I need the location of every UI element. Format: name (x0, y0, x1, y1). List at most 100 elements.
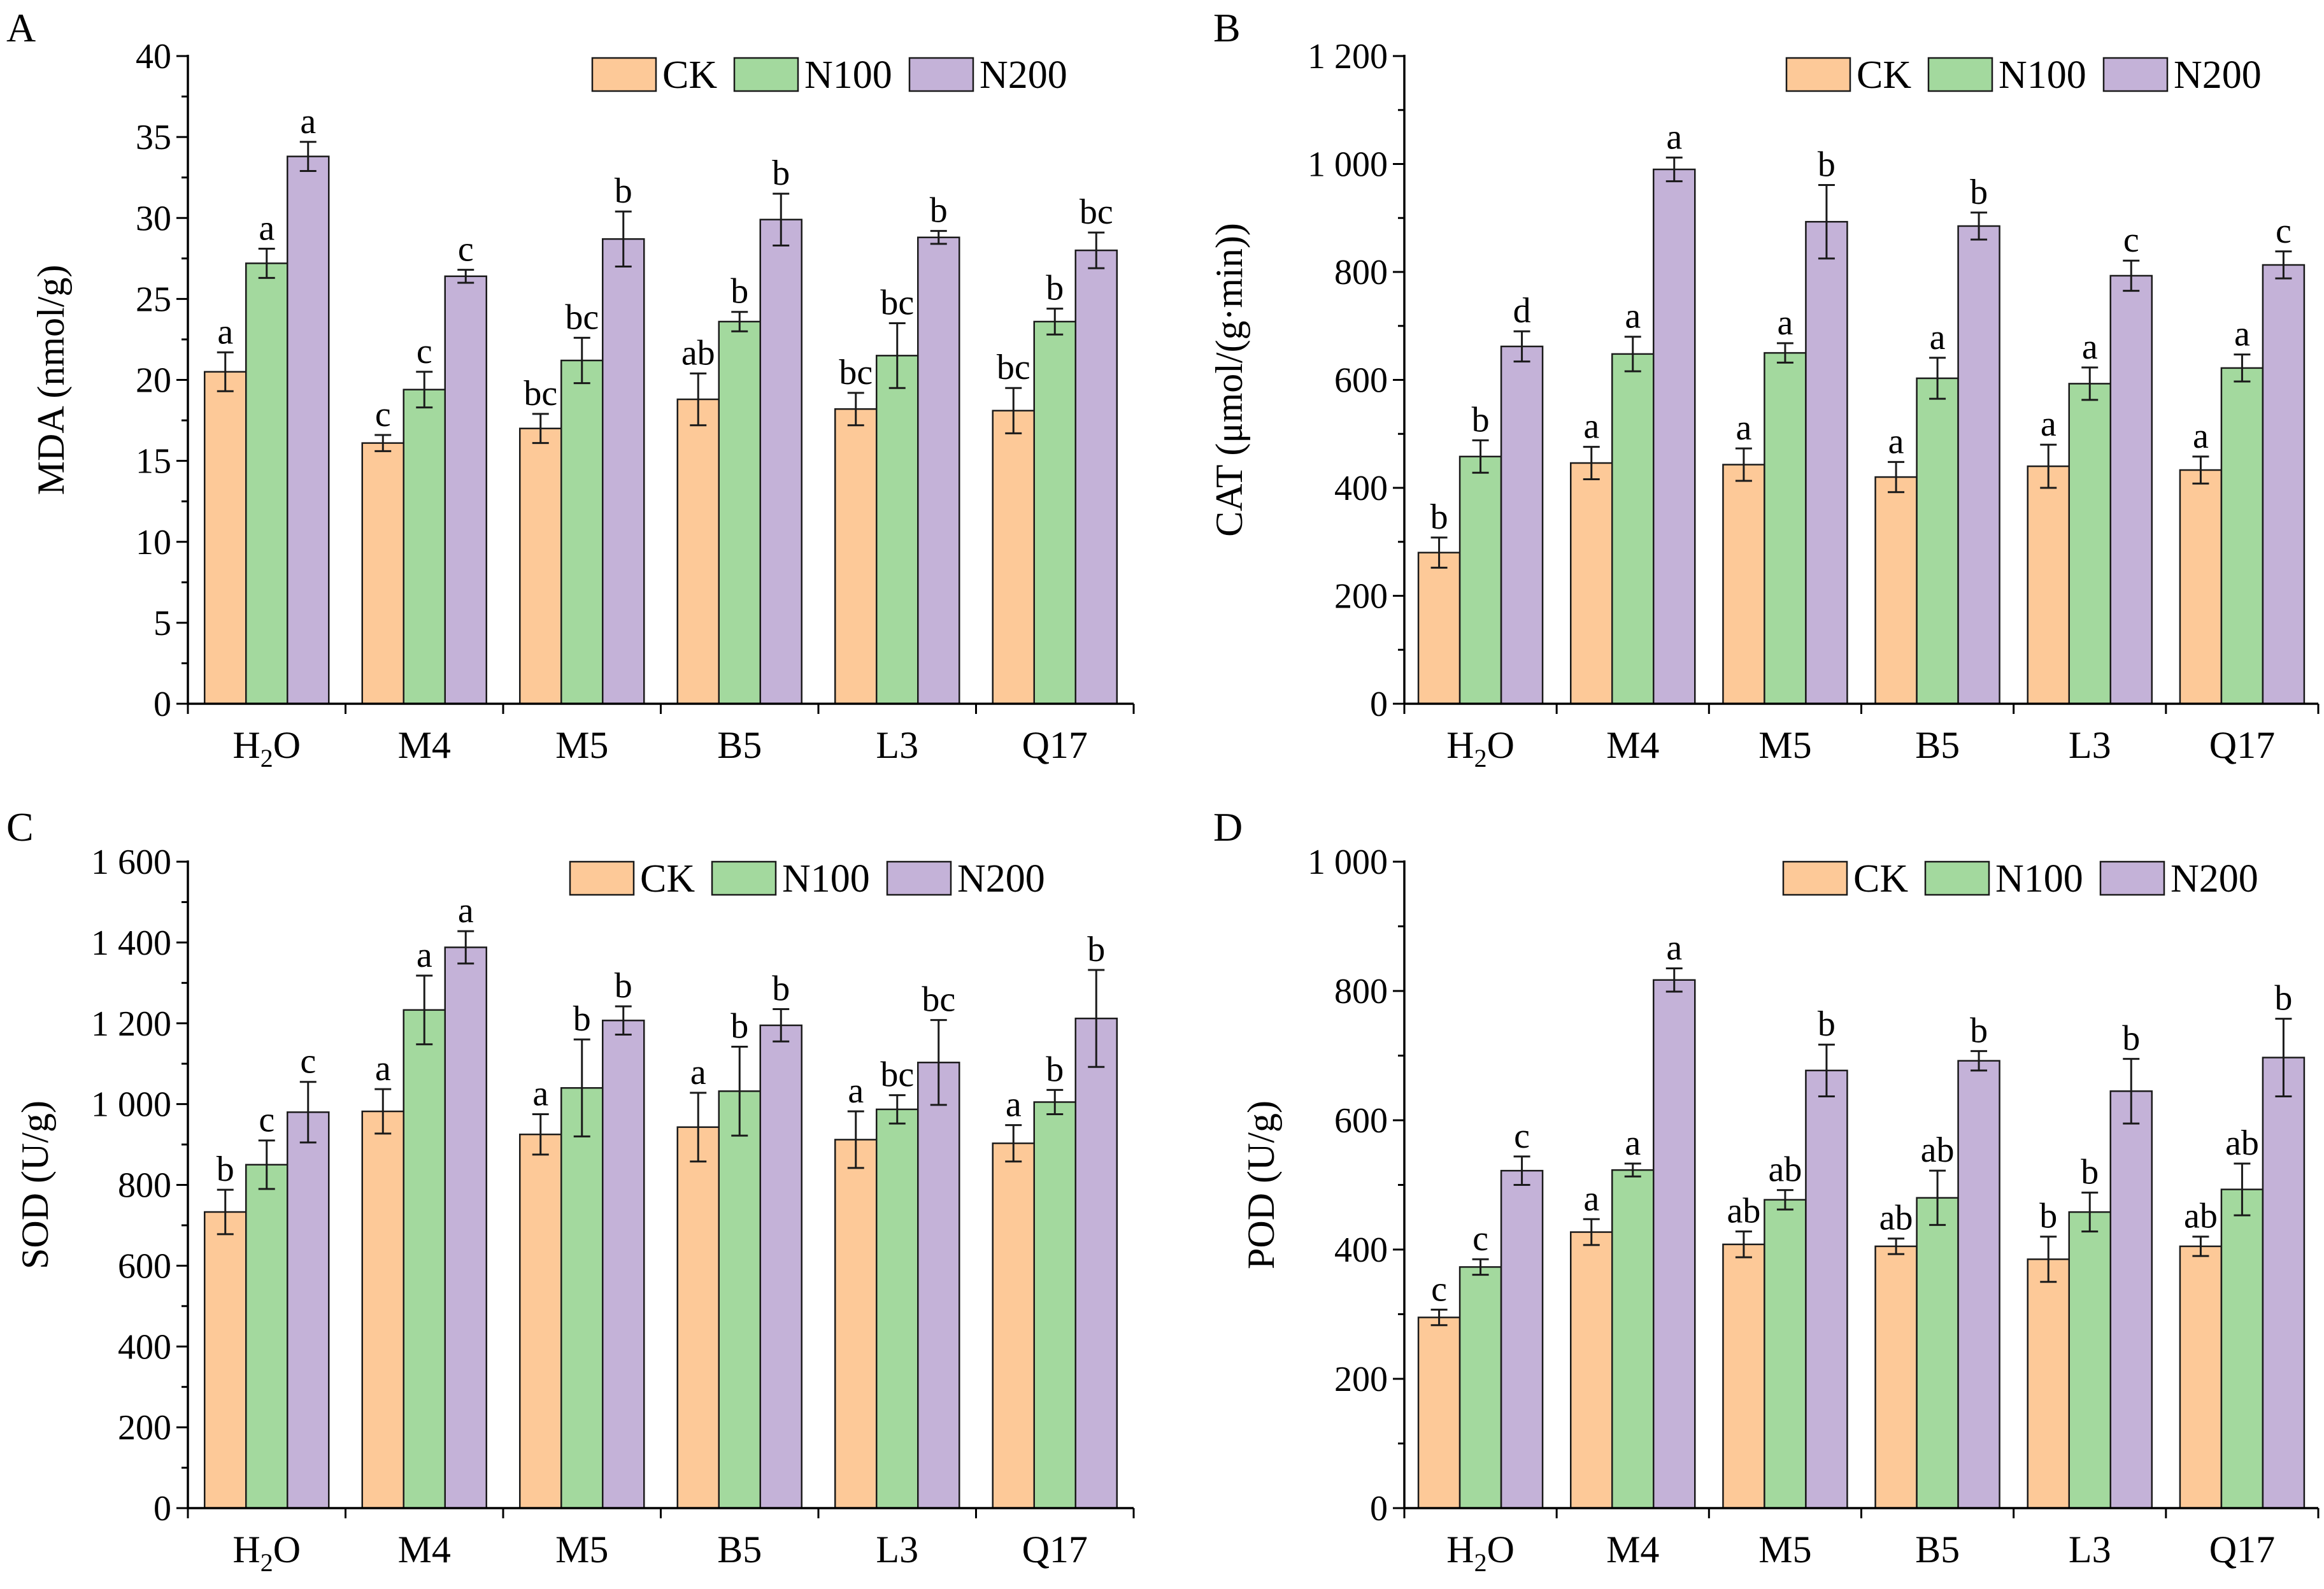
x-tick-label: M4 (398, 724, 451, 766)
significance-letter: c (300, 1042, 316, 1081)
x-tick-label: L3 (876, 1528, 918, 1571)
significance-letter: a (2193, 417, 2209, 456)
significance-letter: b (772, 969, 790, 1009)
bar-ck-m4 (361, 442, 404, 705)
x-tick-label: B5 (1915, 724, 1960, 766)
significance-letter: b (1818, 145, 1836, 185)
y-tick-label: 400 (118, 1327, 171, 1367)
bar-n200-b5 (759, 218, 802, 705)
y-tick-label: 40 (136, 37, 171, 76)
legend-label-ck: CK (640, 857, 695, 901)
x-tick-label: Q17 (1022, 724, 1088, 766)
legend-label-n200: N200 (2174, 53, 2262, 97)
bar-n100-h2o (1458, 455, 1502, 705)
bar-ck-b5 (1874, 1245, 1918, 1509)
bar-ck-m4 (1570, 1231, 1613, 1509)
x-tick-label: B5 (1915, 1528, 1960, 1571)
y-tick-label: 1 600 (91, 843, 171, 882)
significance-letter: b (615, 171, 632, 211)
legend-swatch-ck (569, 860, 635, 896)
bar-ck-h2o (1417, 552, 1461, 705)
bar-ck-q17 (992, 1142, 1035, 1509)
significance-letter: b (2274, 979, 2292, 1018)
x-tick-label: Q17 (2209, 1528, 2275, 1571)
significance-letter: bc (880, 283, 914, 323)
significance-letter: bc (922, 980, 955, 1020)
legend-label-ck: CK (1853, 857, 1908, 901)
y-tick-label: 600 (118, 1246, 171, 1286)
significance-letter: b (1472, 400, 1490, 439)
significance-letter: ab (2184, 1197, 2218, 1236)
panel-letter: C (6, 804, 34, 850)
bar-n100-l3 (876, 355, 919, 705)
legend-swatch-n200 (908, 57, 974, 92)
significance-letter: b (2081, 1153, 2099, 1192)
y-axis-title: CAT (μmol/(g·min)) (1208, 223, 1250, 537)
legend-label-ck: CK (662, 53, 717, 97)
bar-n200-l3 (917, 236, 960, 705)
legend-swatch-ck (1785, 57, 1851, 92)
bar-n200-h2o (287, 1111, 330, 1509)
legend-swatch-n100 (733, 57, 799, 92)
significance-letter: b (217, 1150, 234, 1189)
y-tick-label: 400 (1334, 469, 1388, 508)
y-tick-label: 800 (1334, 253, 1388, 292)
bar-n200-b5 (1957, 225, 2000, 705)
bar-n100-h2o (1458, 1266, 1502, 1509)
bar-n100-h2o (245, 1164, 289, 1509)
significance-letter: ab (681, 333, 715, 373)
legend-swatch-n200 (886, 860, 952, 896)
legend: CK N100 N200 (1782, 857, 2258, 901)
y-tick-label: 800 (118, 1166, 171, 1206)
bar-ck-l3 (834, 1139, 878, 1509)
legend: CK N100 N200 (591, 53, 1067, 97)
bar-ck-b5 (676, 398, 720, 705)
significance-letter: a (259, 209, 274, 248)
bar-n100-m5 (1764, 352, 1807, 705)
bar-ck-b5 (1874, 476, 1918, 705)
significance-letter: b (1818, 1004, 1836, 1044)
bar-n200-l3 (2109, 1090, 2153, 1509)
significance-letter: ab (1727, 1192, 1760, 1231)
bar-n100-m4 (403, 1009, 446, 1509)
bar-n200-h2o (1500, 345, 1544, 705)
x-tick-label: M5 (1758, 1528, 1811, 1571)
bar-n100-b5 (718, 1090, 761, 1509)
bar-n200-b5 (759, 1024, 802, 1509)
significance-letter: a (1625, 297, 1641, 336)
significance-letter: d (1513, 291, 1531, 331)
panel-letter: B (1213, 5, 1241, 50)
bar-n200-q17 (1074, 1017, 1118, 1509)
significance-letter: bc (880, 1055, 914, 1095)
y-axis-title: MDA (nmol/g) (30, 265, 72, 495)
legend-swatch-n100 (1924, 860, 1990, 896)
x-tick-label: M5 (555, 1528, 608, 1571)
legend-swatch-n100 (711, 860, 777, 896)
significance-letter: a (1583, 1179, 1599, 1218)
y-tick-label: 800 (1334, 972, 1388, 1011)
significance-letter: a (300, 102, 316, 141)
bar-n200-m4 (444, 946, 487, 1509)
significance-letter: a (1666, 928, 1682, 967)
significance-letter: a (1006, 1085, 1022, 1125)
y-tick-label: 25 (136, 280, 171, 319)
bar-n200-m4 (444, 275, 487, 705)
significance-letter: a (1736, 408, 1751, 448)
significance-letter: a (848, 1071, 864, 1111)
y-tick-label: 400 (1334, 1230, 1388, 1270)
bar-n200-m5 (602, 238, 645, 705)
significance-letter: a (1583, 407, 1599, 446)
bar-n100-m4 (403, 388, 446, 705)
bar-n100-m5 (560, 359, 604, 705)
y-tick-label: 1 000 (91, 1085, 171, 1125)
significance-letter: a (417, 936, 432, 975)
bar-n200-q17 (2262, 1057, 2306, 1509)
y-tick-label: 600 (1334, 1101, 1388, 1141)
x-tick-label: M4 (398, 1528, 451, 1571)
y-tick-label: 30 (136, 199, 171, 238)
significance-letter: bc (839, 353, 873, 392)
